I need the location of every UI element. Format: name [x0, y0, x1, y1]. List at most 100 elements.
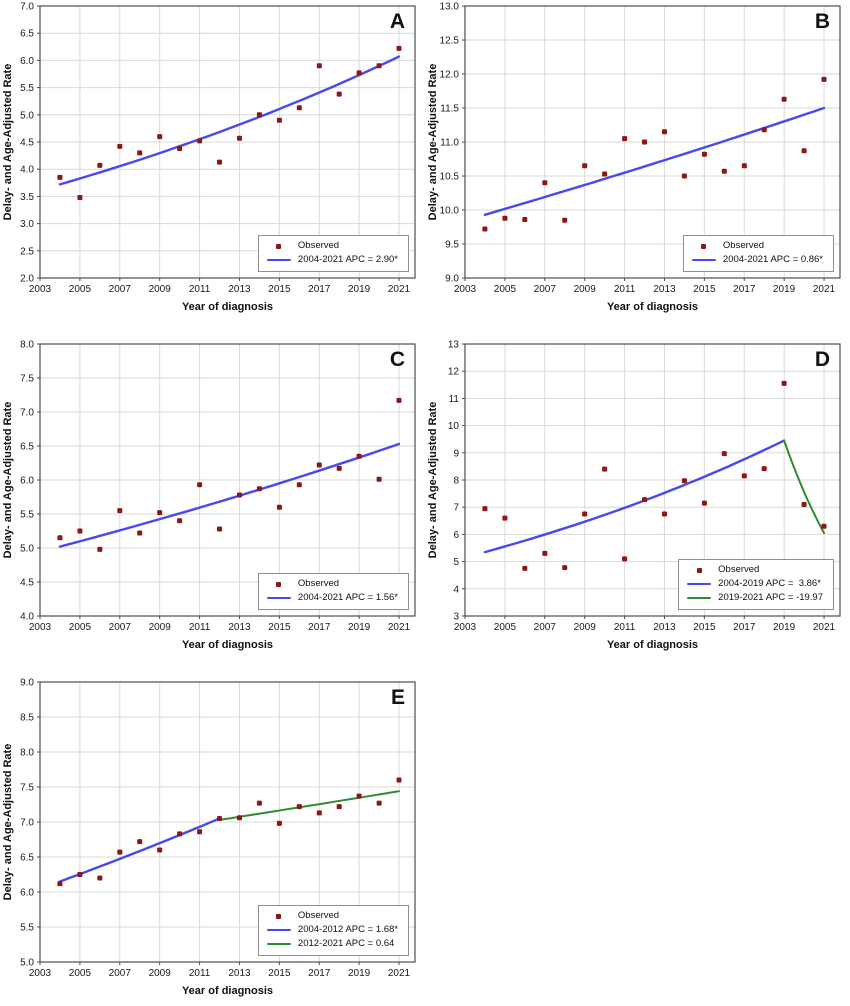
observed-point	[316, 810, 322, 816]
observed-point	[336, 91, 342, 97]
svg-text:2.5: 2.5	[20, 246, 34, 257]
trend-line-blue	[58, 442, 401, 548]
observed-marker-icon	[687, 567, 711, 573]
observed-point	[217, 159, 222, 165]
svg-text:6.0: 6.0	[20, 56, 34, 67]
observed-point	[197, 829, 203, 835]
x-tick-labels: 2003 2005 2007 2009 2011 2013 2015 2017 2019 2021	[29, 622, 411, 633]
gridlines	[464, 5, 840, 279]
svg-text:3.0: 3.0	[20, 219, 34, 230]
trend-line-marker-icon	[691, 258, 716, 262]
svg-text:2021: 2021	[813, 284, 836, 295]
observed-point	[741, 163, 747, 169]
observed-point	[157, 510, 163, 516]
observed-point	[117, 849, 123, 855]
legend-label: 2004-2021 APC = 0.86*	[722, 254, 823, 266]
svg-text:11: 11	[449, 394, 460, 405]
legend-label: 2019-2021 APC = -19.97	[718, 592, 823, 604]
observed-point	[396, 397, 402, 403]
svg-text:2015: 2015	[693, 622, 716, 633]
svg-text:10: 10	[448, 421, 460, 432]
trend-line-blue	[58, 817, 221, 883]
observed-point	[376, 476, 382, 482]
y-axis-label: Delay- and Age-Adjusted Rate	[2, 744, 14, 901]
observed-point	[296, 105, 302, 111]
legend-entry-trend: 2004-2021 APC = 0.86*	[691, 254, 823, 266]
observed-point	[336, 465, 342, 471]
svg-text:2009: 2009	[149, 622, 172, 633]
svg-text:2003: 2003	[454, 284, 477, 295]
x-axis-label: Year of diagnosis	[182, 301, 273, 313]
observed-point	[177, 831, 183, 837]
svg-text:7.0: 7.0	[20, 2, 34, 13]
svg-text:2019: 2019	[348, 284, 371, 295]
svg-text:6.0: 6.0	[20, 476, 34, 487]
svg-text:2021: 2021	[813, 622, 836, 633]
svg-text:10.5: 10.5	[440, 172, 460, 183]
svg-text:4.5: 4.5	[20, 138, 34, 149]
observed-point	[177, 518, 183, 524]
observed-point	[376, 63, 382, 69]
svg-text:11.0: 11.0	[440, 138, 459, 149]
legend-entry-observed: Observed	[687, 564, 823, 576]
y-axis-label: Delay- and Age-Adjusted Rate	[427, 402, 439, 559]
observed-point	[642, 497, 647, 503]
svg-text:2013: 2013	[228, 284, 251, 295]
observed-point	[801, 148, 807, 154]
svg-text:2011: 2011	[614, 622, 636, 633]
observed-point	[821, 76, 827, 82]
svg-text:2013: 2013	[653, 622, 676, 633]
observed-point	[276, 504, 282, 510]
x-tick-labels: 2003 2005 2007 2009 2011 2013 2015 2017 2019 2021	[29, 968, 411, 979]
legend-label: Observed	[722, 240, 765, 252]
observed-point	[396, 777, 402, 783]
legend-label: 2004-2021 APC = 1.56*	[297, 592, 398, 604]
trend-line-marker-icon	[687, 596, 712, 600]
svg-text:2009: 2009	[149, 284, 172, 295]
svg-text:4.5: 4.5	[20, 578, 34, 589]
observed-point	[296, 804, 302, 810]
svg-text:2015: 2015	[268, 622, 291, 633]
observed-point	[801, 502, 807, 507]
svg-text:2017: 2017	[733, 622, 756, 633]
svg-text:5.0: 5.0	[20, 958, 34, 969]
observed-point	[296, 482, 302, 488]
legend-entry-observed: Observed	[267, 910, 398, 922]
svg-text:6.5: 6.5	[20, 29, 34, 40]
svg-text:11.5: 11.5	[440, 104, 459, 115]
observed-point	[681, 478, 687, 484]
observed-point	[137, 839, 143, 845]
svg-text:8: 8	[453, 476, 459, 487]
legend-entry-trend: 2004-2021 APC = 2.90*	[266, 254, 398, 266]
svg-text:2021: 2021	[388, 284, 411, 295]
x-tick-labels: 2003 2005 2007 2009 2011 2013 2015 2017 2019 2021	[29, 284, 411, 295]
observed-point	[117, 143, 123, 149]
observed-point	[622, 556, 628, 562]
legend-entry-trend: 2012-2021 APC = 0.64	[266, 938, 398, 950]
y-tick-labels: 3 4 5 6 7 8 9 10 11 12 13	[448, 340, 460, 623]
observed-point	[522, 217, 528, 222]
x-axis-label: Year of diagnosis	[607, 301, 698, 313]
legend: Observed 2004-2021 APC = 1.56*	[257, 573, 409, 610]
svg-text:2007: 2007	[109, 284, 132, 295]
observed-point	[721, 168, 727, 174]
svg-text:2005: 2005	[494, 622, 517, 633]
svg-text:8.5: 8.5	[20, 713, 34, 724]
svg-text:2017: 2017	[308, 284, 331, 295]
observed-points	[57, 45, 402, 200]
observed-point	[77, 872, 83, 877]
svg-text:2015: 2015	[268, 968, 291, 979]
observed-marker-icon	[267, 913, 291, 919]
observed-point	[217, 526, 222, 532]
svg-text:2005: 2005	[69, 968, 92, 979]
observed-point	[256, 486, 262, 492]
legend: Observed 2004-2021 APC = 0.86*	[682, 235, 834, 272]
svg-text:10.0: 10.0	[440, 206, 460, 217]
x-tick-labels: 2003 2005 2007 2009 2011 2013 2015 2017 2019 2021	[454, 284, 836, 295]
observed-point	[376, 800, 382, 806]
y-tick-labels: 9.0 9.5 10.0 10.5 11.0 11.5 12.0 12.5 13.0	[440, 2, 460, 285]
observed-point	[97, 875, 103, 881]
svg-text:12.5: 12.5	[440, 36, 460, 47]
